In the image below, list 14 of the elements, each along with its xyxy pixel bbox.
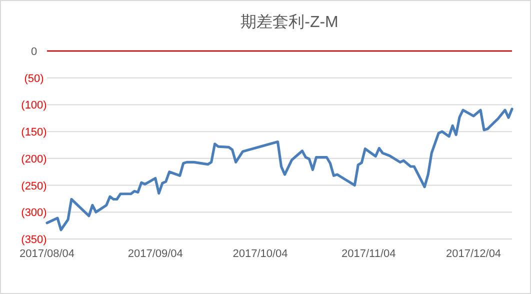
ytick: (200) (21, 153, 47, 166)
ytick: 0 (30, 46, 38, 58)
xtick: 2017/11/04 (342, 248, 396, 260)
ytick: (150) (21, 126, 47, 139)
ytick: (300) (21, 207, 47, 220)
ytick: (50) (24, 72, 44, 85)
ytick: (250) (21, 180, 47, 192)
ytick: (350) (21, 234, 47, 246)
xtick: 2017/08/04 (19, 248, 75, 260)
xtick: 2017/12/04 (446, 248, 502, 260)
xtick: 2017/10/04 (232, 248, 288, 260)
ytick: (100) (21, 100, 47, 112)
title: 期差套利-Z-M (240, 14, 338, 31)
xtick: 2017/09/04 (128, 248, 183, 260)
